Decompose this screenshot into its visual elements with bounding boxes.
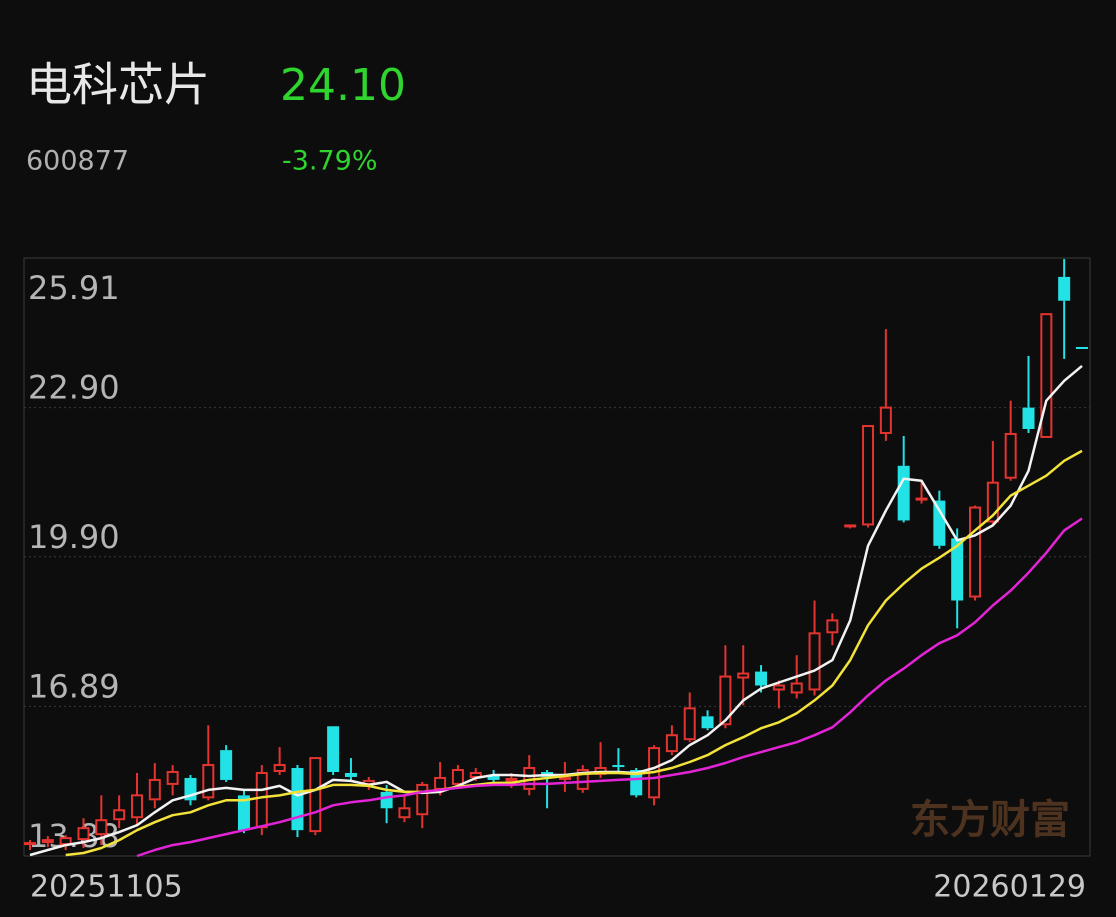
candle-body	[826, 619, 839, 634]
moving-average-line	[136, 517, 1083, 858]
candle-body	[844, 524, 857, 528]
stock-name: 电科芯片	[26, 58, 210, 112]
candle-body	[808, 632, 821, 691]
candle-body	[451, 769, 464, 785]
candle-body	[309, 757, 322, 833]
candle-body	[897, 465, 910, 521]
candle-body	[879, 406, 892, 434]
y-tick-label: 22.90	[28, 369, 120, 407]
candle-body	[719, 675, 732, 726]
candle-body	[737, 672, 750, 679]
watermark: 东方财富	[910, 797, 1070, 843]
candle-body	[558, 776, 571, 780]
candle-body	[1040, 313, 1053, 438]
candle-body	[344, 772, 357, 777]
candle-body	[612, 765, 625, 768]
y-tick-label: 19.90	[28, 518, 120, 556]
candle-body	[95, 819, 108, 836]
y-tick-label: 16.89	[28, 667, 120, 705]
candle-body	[41, 839, 54, 844]
candle-body	[665, 734, 678, 753]
candle-body	[59, 837, 72, 846]
candle-body	[380, 791, 393, 809]
candle-body	[505, 777, 518, 782]
stock-price: 24.10	[280, 60, 406, 111]
candle-body	[237, 795, 250, 831]
candle-body	[255, 771, 268, 829]
candle-body	[933, 500, 946, 546]
candle-body	[1004, 432, 1017, 479]
candle-body	[969, 506, 982, 598]
moving-average-line	[29, 364, 1083, 857]
candle-body	[683, 707, 696, 741]
candle-body	[701, 716, 714, 729]
candle-body	[487, 774, 500, 780]
candle-body	[327, 726, 340, 772]
candle-body	[398, 807, 411, 819]
candle-body	[576, 769, 589, 790]
x-tick-label: 20260129	[933, 870, 1086, 905]
candle-body	[24, 842, 36, 846]
candle-body	[113, 809, 126, 821]
candle-body	[951, 538, 964, 601]
candle-body	[1022, 407, 1035, 429]
price-change: -3.79%	[282, 146, 378, 177]
y-tick-label: 25.91	[28, 269, 120, 307]
candle-body	[148, 778, 161, 801]
candle-body	[862, 425, 875, 526]
candle-body	[291, 768, 304, 831]
candle-body	[790, 682, 803, 694]
stock-code: 600877	[26, 146, 129, 177]
candle-body	[772, 684, 785, 691]
moving-average-line	[65, 449, 1083, 857]
candle-body	[416, 783, 429, 816]
candle-body	[1058, 276, 1071, 301]
candle-body	[986, 481, 999, 523]
x-tick-label: 20251105	[30, 870, 183, 905]
candle-body	[915, 497, 928, 501]
candle-body	[273, 764, 286, 772]
candle-body	[630, 770, 643, 796]
candle-body	[130, 794, 143, 819]
candle-body	[202, 764, 215, 799]
candle-body	[77, 827, 90, 841]
candle-body	[1076, 346, 1088, 349]
candle-body	[166, 770, 179, 785]
candle-body	[220, 750, 233, 780]
candle-body	[434, 776, 447, 790]
candle-body	[755, 671, 768, 686]
